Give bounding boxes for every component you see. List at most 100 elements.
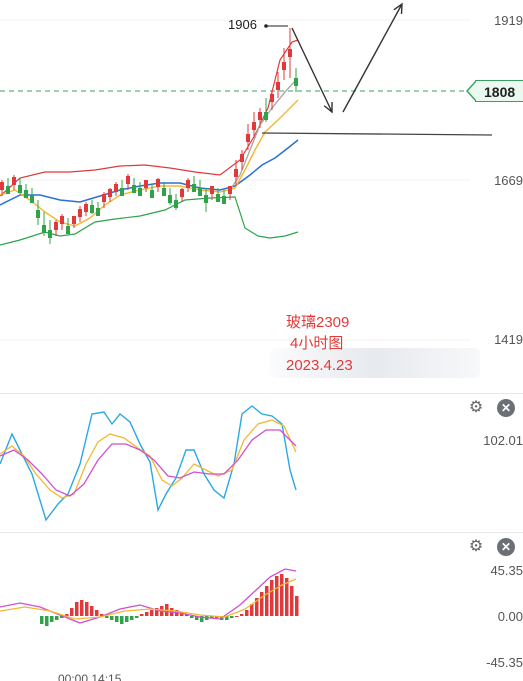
- gear-icon[interactable]: ⚙: [468, 399, 484, 416]
- macd-histogram-bar: [80, 600, 84, 616]
- macd-histogram-bar: [130, 616, 134, 620]
- macd-histogram-bar: [140, 614, 144, 616]
- candle-body: [204, 195, 208, 203]
- high-marker-dot: [264, 24, 268, 28]
- macd-histogram-bar: [95, 610, 99, 616]
- macd-histogram-bar: [45, 616, 49, 626]
- up-arrow: [342, 2, 403, 113]
- macd-histogram-bar: [260, 592, 264, 616]
- bollinger-lower-line: [0, 196, 299, 246]
- macd-histogram-bar: [270, 580, 274, 616]
- macd-histogram-bar: [135, 616, 139, 618]
- macd-histogram-bar: [215, 616, 219, 618]
- candle-body: [234, 169, 238, 177]
- candle-body: [6, 186, 10, 194]
- price-axis-label-mid: 1669: [490, 173, 523, 188]
- candle-body: [72, 216, 76, 224]
- macd-histogram-bar: [230, 616, 234, 618]
- candle-body: [144, 180, 148, 188]
- candle-body: [258, 112, 262, 120]
- candle-body: [84, 204, 88, 212]
- price-axis-label-bottom: 1419: [490, 332, 523, 347]
- macd-histogram-bar: [125, 616, 129, 622]
- time-axis-label: 00:00 14:15: [58, 672, 122, 681]
- annotation-date: 2023.4.23: [286, 357, 353, 374]
- candle-body: [222, 196, 226, 204]
- candle-body: [294, 78, 298, 86]
- candle-body: [246, 134, 250, 142]
- candle-body: [132, 185, 136, 193]
- candle-body: [252, 122, 256, 130]
- kdj-k-line: [0, 419, 297, 499]
- macd-dea-line: [0, 578, 297, 620]
- candle-body: [138, 188, 142, 196]
- price-chart-pane[interactable]: 1919 1669 1419 1808 1906 玻璃2309 4小时图 202…: [0, 0, 523, 392]
- kdj-chart: [0, 405, 297, 522]
- candle-body: [108, 189, 112, 197]
- macd-histogram-bar: [120, 616, 124, 624]
- arrow-shaft: [342, 3, 403, 113]
- candle-body: [240, 154, 244, 162]
- candle-body: [150, 190, 154, 198]
- macd-histogram-bar: [290, 586, 294, 616]
- macd-histogram-bar: [245, 610, 249, 616]
- macd-histogram-bar: [275, 576, 279, 616]
- candle-body: [12, 177, 16, 185]
- gear-icon[interactable]: ⚙: [468, 538, 484, 555]
- candle-body: [18, 185, 22, 193]
- macd-histogram-bar: [40, 616, 44, 624]
- candle-body: [186, 180, 190, 188]
- macd-histogram-bar: [110, 616, 114, 620]
- kdj-d-line: [0, 429, 297, 497]
- arrow-shaft: [291, 27, 333, 113]
- macd-histogram-bar: [105, 616, 109, 618]
- candle-body: [210, 186, 214, 194]
- macd-histogram-bar: [250, 604, 254, 616]
- close-icon[interactable]: ✕: [497, 538, 515, 556]
- candle-body: [54, 222, 58, 230]
- candle-body: [198, 188, 202, 196]
- price-axis-label-top: 1919: [490, 13, 523, 28]
- macd-axis-label-bottom: -45.35: [482, 655, 523, 670]
- candlestick-chart[interactable]: [0, 0, 523, 392]
- candle-body: [276, 82, 280, 90]
- candle-body: [120, 188, 124, 196]
- candle-body: [96, 208, 100, 216]
- drawn-horizontal-line: [261, 132, 493, 136]
- candle-body: [30, 195, 34, 203]
- macd-histogram-bar: [85, 602, 89, 616]
- candle-body: [0, 182, 4, 190]
- macd-histogram-bar: [150, 610, 154, 616]
- candle-body: [90, 205, 94, 213]
- bollinger-upper-line: [0, 39, 299, 197]
- macd-histogram-bar: [50, 616, 54, 622]
- candle-body: [282, 62, 286, 70]
- arrow-head: [393, 2, 403, 15]
- macd-histogram-bar: [75, 602, 79, 616]
- ma-short-line: [0, 99, 299, 227]
- candle-body: [270, 94, 274, 102]
- kdj-indicator-pane[interactable]: 102.01 ⚙ ✕: [0, 393, 523, 532]
- down-arrow: [291, 27, 333, 114]
- macd-histogram-bar: [60, 616, 64, 618]
- macd-histogram-bar: [65, 614, 69, 616]
- macd-histogram-bar: [145, 612, 149, 616]
- macd-histogram-bar: [200, 616, 204, 622]
- macd-indicator-pane[interactable]: 45.35 0.00 -45.35 ⚙ ✕ 00:00 14:15: [0, 532, 523, 681]
- candle-body: [162, 188, 166, 196]
- macd-histogram-bar: [255, 598, 259, 616]
- candle-body: [60, 216, 64, 224]
- candle-body: [216, 194, 220, 202]
- macd-histogram-bar: [190, 616, 194, 618]
- arrow-head: [323, 101, 333, 114]
- macd-axis-label-top: 45.35: [486, 563, 523, 578]
- current-price-tag: 1808: [466, 80, 523, 102]
- candle-body: [66, 226, 70, 234]
- candle-body: [114, 184, 118, 192]
- close-icon[interactable]: ✕: [497, 399, 515, 417]
- annotation-timeframe: 4小时图: [290, 335, 344, 352]
- candle-body: [24, 190, 28, 198]
- macd-histogram-bar: [265, 586, 269, 616]
- candle-body: [288, 49, 292, 57]
- candle-body: [228, 186, 232, 194]
